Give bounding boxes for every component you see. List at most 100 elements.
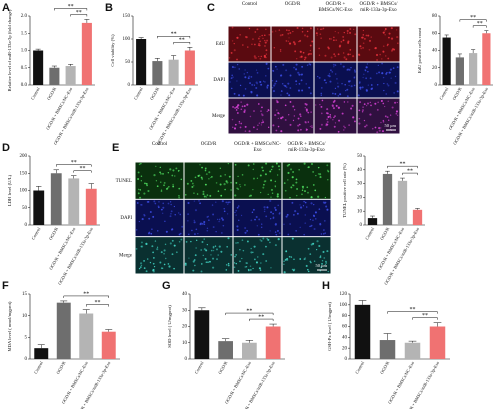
cell-dot — [353, 77, 356, 79]
cell-dot — [139, 189, 142, 191]
cell-dot — [223, 208, 225, 210]
cell-dot — [157, 230, 159, 232]
cell-dot — [353, 84, 356, 87]
significance-label: ** — [410, 307, 416, 313]
cell-dot — [345, 89, 347, 92]
error-bar — [105, 329, 113, 332]
y-tick-label: 20 — [342, 346, 348, 351]
cell-dot — [208, 171, 211, 174]
cell-dot — [149, 211, 152, 214]
cell-dot — [334, 55, 337, 58]
cell-dot — [362, 106, 364, 108]
cell-dot — [337, 106, 340, 109]
cell-dot — [388, 32, 391, 35]
micrograph — [135, 199, 184, 237]
cell-dot — [227, 201, 230, 204]
cell-dot — [139, 266, 142, 269]
cell-dot — [291, 201, 294, 204]
cell-dot — [164, 220, 166, 223]
cell-dot — [310, 111, 312, 113]
cell-dot — [226, 246, 228, 248]
cell-dot — [283, 260, 285, 262]
cell-dot — [171, 239, 174, 242]
cell-dot — [252, 208, 255, 211]
cell-dot — [334, 64, 337, 66]
error-bar — [138, 37, 144, 39]
x-tick-label: OGD/R — [55, 360, 66, 374]
cell-dot — [339, 93, 342, 96]
cell-dot — [393, 48, 396, 51]
cell-dot — [178, 212, 180, 214]
cell-dot — [274, 113, 277, 117]
error-bar — [84, 19, 90, 23]
y-axis-label: TUNEL positive cell rate (%) — [342, 163, 347, 218]
cell-dot — [202, 193, 205, 196]
cell-dot — [154, 240, 157, 242]
cell-dot — [337, 82, 339, 84]
cell-dot — [303, 162, 306, 165]
cell-dot — [191, 185, 194, 188]
cell-dot — [374, 47, 376, 49]
y-tick-label: 0.5 — [21, 66, 28, 71]
cell-dot — [343, 125, 345, 128]
cell-dot — [340, 40, 343, 43]
cell-dot — [333, 116, 335, 119]
cell-dot — [269, 218, 272, 220]
cell-dot — [379, 53, 381, 56]
cell-dot — [259, 191, 262, 194]
cell-dot — [280, 94, 282, 96]
cell-dot — [311, 125, 313, 127]
row-label: EdU — [216, 42, 226, 47]
cell-dot — [221, 218, 224, 221]
cell-dot — [375, 53, 379, 57]
cell-dot — [249, 115, 252, 118]
cell-dot — [346, 88, 349, 91]
y-tick-label: 40 — [342, 335, 348, 340]
cell-dot — [293, 214, 295, 216]
cell-dot — [298, 73, 301, 76]
cell-dot — [289, 123, 292, 126]
cell-dot — [380, 127, 382, 129]
bar — [442, 37, 451, 85]
cell-dot — [135, 247, 138, 250]
cell-dot — [317, 28, 319, 30]
cell-dot — [311, 126, 313, 129]
cell-dot — [385, 72, 388, 75]
cell-dot — [295, 63, 298, 66]
cell-dot — [208, 219, 210, 221]
cell-dot — [275, 80, 278, 83]
cell-dot — [288, 42, 292, 45]
cell-dot — [153, 174, 156, 177]
cell-dot — [244, 184, 246, 186]
cell-dot — [369, 39, 371, 42]
cell-dot — [190, 180, 193, 182]
cell-dot — [260, 55, 262, 58]
cell-dot — [295, 83, 297, 85]
cell-dot — [362, 46, 365, 49]
cell-dot — [236, 112, 239, 114]
micrograph — [282, 237, 331, 274]
y-tick-label: 0 — [128, 83, 131, 88]
cell-dot — [396, 66, 399, 69]
cell-dot — [157, 206, 160, 209]
cell-dot — [199, 202, 201, 204]
cell-dot — [210, 249, 213, 252]
cell-dot — [346, 68, 350, 71]
cell-dot — [274, 82, 277, 85]
error-bar — [35, 48, 41, 51]
cell-dot — [303, 200, 305, 203]
cell-dot — [310, 53, 312, 55]
cell-dot — [270, 168, 273, 171]
cell-dot — [304, 56, 307, 59]
cell-dot — [295, 181, 298, 184]
cell-dot — [230, 254, 233, 256]
cell-dot — [244, 36, 247, 38]
x-tick-label: OGD/R — [451, 86, 462, 100]
cell-dot — [301, 189, 304, 191]
cell-dot — [383, 82, 385, 85]
cell-dot — [148, 231, 151, 234]
bar — [404, 342, 421, 359]
cell-dot — [376, 131, 379, 134]
row-label: DAPI — [213, 78, 225, 83]
cell-dot — [312, 170, 315, 173]
